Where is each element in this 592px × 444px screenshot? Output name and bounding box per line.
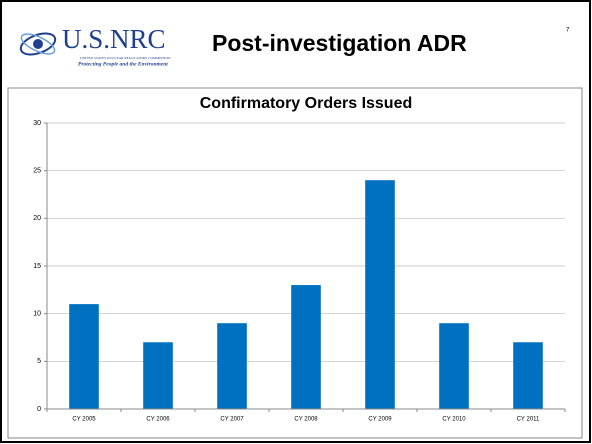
y-tick-label: 15 [33, 263, 41, 270]
bar [69, 304, 99, 409]
x-tick-label: CY 2005 [72, 417, 96, 423]
x-tick-label: CY 2009 [368, 417, 392, 423]
bar [513, 342, 543, 409]
x-tick-label: CY 2010 [442, 417, 466, 423]
y-tick-label: 20 [33, 215, 41, 222]
y-tick-label: 5 [37, 358, 41, 365]
logo-subtext: UNITED STATES NUCLEAR REGULATORY COMMISS… [80, 56, 171, 60]
y-tick-label: 30 [33, 120, 41, 127]
page-number: 7 [566, 28, 570, 34]
y-tick-label: 10 [33, 311, 41, 318]
x-tick-label: CY 2011 [517, 417, 540, 423]
logo-text: U.S.NRC [62, 24, 166, 54]
bar [365, 180, 395, 409]
y-tick-label: 0 [37, 406, 41, 413]
slide-title: Post-investigation ADR [212, 30, 467, 56]
x-tick-label: CY 2007 [220, 417, 244, 423]
x-tick-label: CY 2008 [294, 417, 318, 423]
bar [143, 342, 173, 409]
bar [291, 285, 321, 409]
logo-tagline: Protecting People and the Environment [78, 61, 168, 67]
chart-title: Confirmatory Orders Issued [200, 95, 413, 112]
x-tick-label: CY 2006 [146, 417, 170, 423]
logo-globe [19, 32, 57, 56]
bar [439, 323, 469, 409]
y-tick-label: 25 [33, 168, 41, 175]
bar [217, 323, 247, 409]
